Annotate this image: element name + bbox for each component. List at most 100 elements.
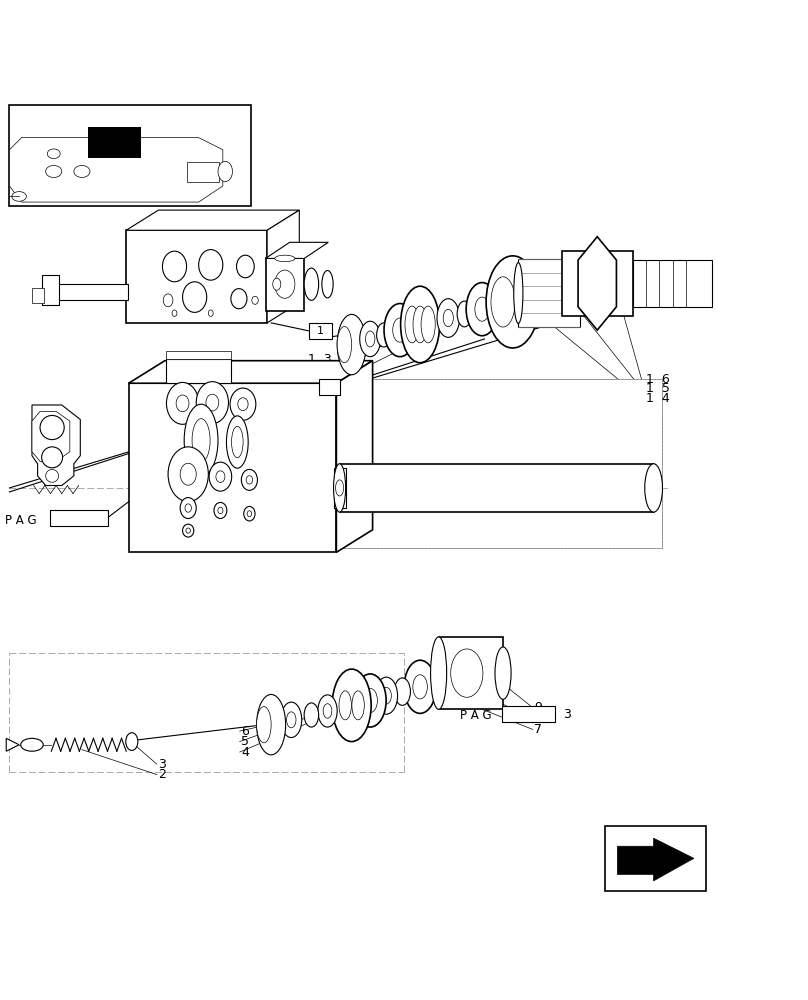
Polygon shape (617, 838, 694, 881)
Bar (166, 359, 231, 383)
Polygon shape (6, 738, 19, 751)
Bar (335, 379, 662, 548)
Ellipse shape (283, 403, 305, 410)
Ellipse shape (283, 411, 305, 417)
Bar (42, 275, 59, 305)
Ellipse shape (318, 695, 337, 727)
Text: 2: 2 (158, 768, 166, 781)
Text: 1  6: 1 6 (646, 373, 669, 386)
Ellipse shape (246, 476, 253, 484)
Ellipse shape (226, 416, 248, 468)
Ellipse shape (375, 677, 398, 714)
Ellipse shape (247, 511, 251, 517)
Ellipse shape (257, 694, 286, 755)
Text: 1: 1 (75, 511, 82, 524)
Ellipse shape (231, 289, 247, 309)
Ellipse shape (437, 299, 460, 337)
Ellipse shape (208, 310, 213, 316)
Bar (187, 162, 219, 182)
Bar (10, 105, 251, 206)
Ellipse shape (514, 263, 523, 323)
Bar (335, 379, 662, 548)
Ellipse shape (381, 687, 391, 704)
Ellipse shape (283, 418, 305, 424)
Ellipse shape (287, 712, 296, 728)
Ellipse shape (273, 278, 281, 290)
Text: 1  1: 1 1 (308, 374, 331, 387)
Polygon shape (336, 361, 372, 552)
Ellipse shape (180, 463, 196, 485)
Ellipse shape (377, 323, 391, 347)
Ellipse shape (323, 704, 332, 718)
Ellipse shape (192, 419, 210, 462)
Ellipse shape (230, 388, 256, 420)
Ellipse shape (288, 390, 300, 394)
Ellipse shape (12, 192, 27, 201)
Ellipse shape (185, 504, 191, 512)
Text: 3: 3 (525, 708, 532, 721)
Bar (53, 284, 128, 300)
Ellipse shape (184, 404, 218, 477)
Ellipse shape (283, 396, 305, 403)
Ellipse shape (252, 296, 259, 304)
Ellipse shape (288, 405, 300, 408)
Text: P A G: P A G (461, 709, 492, 722)
Circle shape (42, 447, 62, 468)
Ellipse shape (451, 649, 483, 697)
Ellipse shape (206, 394, 219, 411)
Bar (503, 706, 554, 722)
Ellipse shape (352, 691, 364, 720)
Polygon shape (126, 210, 299, 230)
Ellipse shape (196, 382, 229, 424)
Ellipse shape (126, 733, 138, 750)
Ellipse shape (393, 318, 407, 342)
Ellipse shape (335, 480, 343, 496)
Ellipse shape (363, 688, 377, 713)
Ellipse shape (46, 165, 61, 178)
Ellipse shape (288, 412, 300, 415)
Bar (339, 464, 654, 512)
Ellipse shape (232, 426, 243, 458)
Ellipse shape (180, 498, 196, 519)
Ellipse shape (244, 506, 255, 521)
Polygon shape (32, 405, 80, 486)
Ellipse shape (218, 161, 233, 182)
Ellipse shape (162, 251, 187, 282)
Ellipse shape (49, 284, 58, 300)
Bar (128, 383, 336, 552)
Ellipse shape (413, 306, 427, 343)
Polygon shape (10, 138, 223, 202)
Bar (562, 251, 633, 316)
Text: 1  2: 1 2 (308, 363, 331, 376)
Ellipse shape (288, 383, 300, 386)
Bar (439, 637, 503, 709)
Polygon shape (128, 361, 372, 383)
Ellipse shape (365, 331, 375, 347)
Ellipse shape (283, 389, 305, 395)
Ellipse shape (354, 674, 386, 727)
Ellipse shape (199, 250, 223, 280)
Bar (166, 351, 231, 359)
Ellipse shape (337, 314, 366, 375)
Ellipse shape (339, 691, 351, 720)
Ellipse shape (166, 382, 199, 424)
Ellipse shape (237, 255, 255, 278)
Ellipse shape (218, 507, 223, 514)
Ellipse shape (168, 447, 208, 502)
Circle shape (40, 415, 64, 440)
Ellipse shape (457, 301, 472, 327)
Ellipse shape (413, 675, 427, 699)
Bar (519, 259, 579, 327)
Bar (32, 288, 44, 303)
Ellipse shape (405, 306, 419, 343)
Text: 9: 9 (534, 701, 542, 714)
Text: 3: 3 (158, 758, 166, 771)
Text: P A G: P A G (6, 514, 37, 527)
Text: 3: 3 (563, 708, 571, 721)
Ellipse shape (21, 738, 44, 751)
Circle shape (46, 469, 58, 482)
Ellipse shape (288, 398, 300, 401)
Bar (633, 260, 713, 307)
Ellipse shape (216, 471, 225, 482)
Text: 1: 1 (317, 326, 324, 336)
